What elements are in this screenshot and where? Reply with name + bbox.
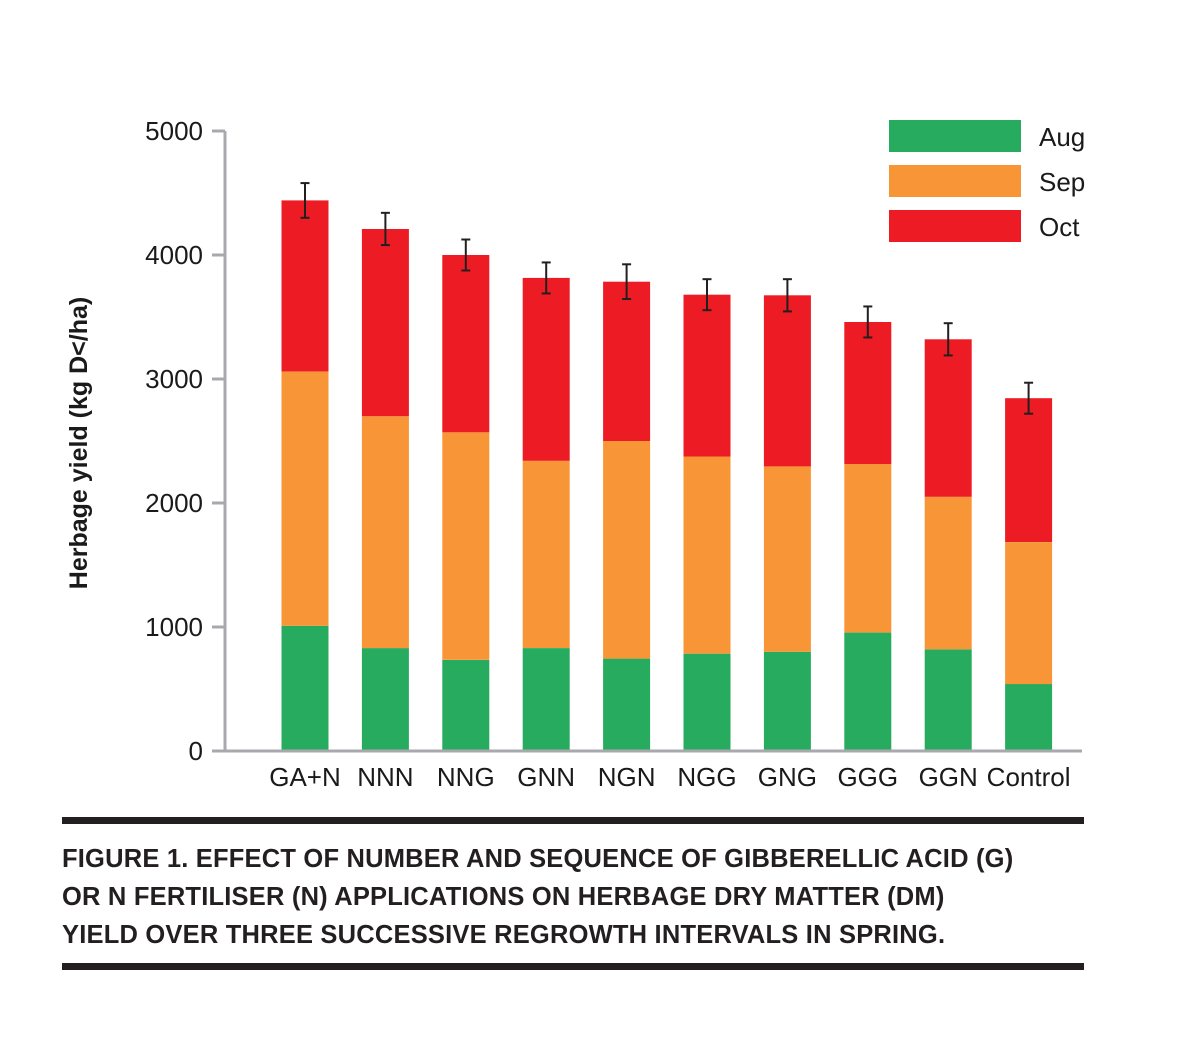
bar-sep <box>522 460 570 648</box>
bar-sep <box>281 371 329 626</box>
legend-swatch-oct <box>889 210 1021 242</box>
bar-oct <box>1005 398 1053 542</box>
error-bar <box>1024 381 1034 415</box>
bar-aug <box>603 658 651 751</box>
figure-caption: FIGURE 1. EFFECT OF NUMBER AND SEQUENCE … <box>62 840 1102 954</box>
bar-sep <box>924 496 972 650</box>
bar-aug <box>281 625 329 751</box>
y-tick-label: 0 <box>189 736 203 766</box>
x-tick-labels: GA+N NNN NNG GNN NGN NGG GNG GGG GGN Control <box>269 762 1070 792</box>
x-tick-label: Control <box>987 762 1071 792</box>
bar-oct <box>281 200 329 372</box>
bar-sep <box>844 463 892 633</box>
bar-oct <box>763 295 811 467</box>
bar-sep <box>1005 542 1053 685</box>
error-bar <box>622 263 632 301</box>
y-tick-label: 1000 <box>145 612 203 642</box>
caption-line: FIGURE 1. EFFECT OF NUMBER AND SEQUENCE … <box>62 845 1014 873</box>
y-tick-label: 3000 <box>145 364 203 394</box>
legend-label-sep: Sep <box>1039 167 1085 197</box>
bar-oct <box>924 339 972 497</box>
x-tick-label: GA+N <box>269 762 341 792</box>
error-bar <box>943 322 953 357</box>
x-tick-label: NNN <box>357 762 413 792</box>
bar-oct <box>603 281 651 441</box>
bars <box>281 200 1053 751</box>
y-ticks: 0 1000 2000 3000 4000 5000 <box>145 116 225 766</box>
bar-aug <box>442 659 490 751</box>
chart: 0 1000 2000 3000 4000 5000 GA+N NNN NNG GNN NGN NG… <box>65 116 1085 792</box>
x-tick-label: NNG <box>437 762 495 792</box>
legend-label-oct: Oct <box>1039 212 1080 242</box>
bar-aug <box>844 632 892 751</box>
bar-aug <box>522 648 570 751</box>
bar-sep <box>603 441 651 659</box>
bar-aug <box>361 648 409 751</box>
bar-aug <box>1005 684 1053 751</box>
bar-oct <box>361 229 409 417</box>
bar-oct <box>683 294 731 457</box>
error-bar <box>461 238 471 272</box>
bar-aug <box>924 649 972 751</box>
legend-label-aug: Aug <box>1039 122 1085 152</box>
error-bar <box>300 182 310 219</box>
caption-rule-top <box>62 817 1084 824</box>
y-tick-label: 5000 <box>145 116 203 146</box>
error-bar <box>702 278 712 312</box>
bar-aug <box>683 653 731 751</box>
bar-sep <box>442 432 490 660</box>
y-tick-label: 2000 <box>145 488 203 518</box>
x-tick-label: GNN <box>517 762 575 792</box>
caption-line: YIELD OVER THREE SUCCESSIVE REGROWTH INT… <box>62 921 946 949</box>
caption-line: OR N FERTILISER (N) APPLICATIONS ON HERB… <box>62 883 945 911</box>
bar-oct <box>844 322 892 464</box>
bar-aug <box>763 651 811 751</box>
x-tick-label: NGN <box>598 762 656 792</box>
bar-oct <box>522 277 570 461</box>
bar-sep <box>683 456 731 654</box>
error-bar <box>863 305 873 339</box>
legend-swatch-aug <box>889 120 1021 152</box>
x-tick-label: GNG <box>758 762 817 792</box>
error-bar <box>782 278 792 313</box>
error-bar <box>541 261 551 295</box>
caption-rule-bottom <box>62 963 1084 970</box>
bar-oct <box>442 255 490 433</box>
y-tick-label: 4000 <box>145 240 203 270</box>
x-tick-label: GGN <box>919 762 978 792</box>
bar-sep <box>763 466 811 652</box>
legend: Aug Sep Oct <box>889 120 1085 242</box>
x-tick-label: GGG <box>837 762 898 792</box>
bar-sep <box>361 416 409 649</box>
error-bars <box>300 182 1034 415</box>
legend-swatch-sep <box>889 165 1021 197</box>
y-axis-label: Herbage yield (kg D</ha) <box>65 297 93 589</box>
x-tick-label: NGG <box>677 762 736 792</box>
error-bar <box>380 211 390 247</box>
axes <box>223 131 1082 753</box>
